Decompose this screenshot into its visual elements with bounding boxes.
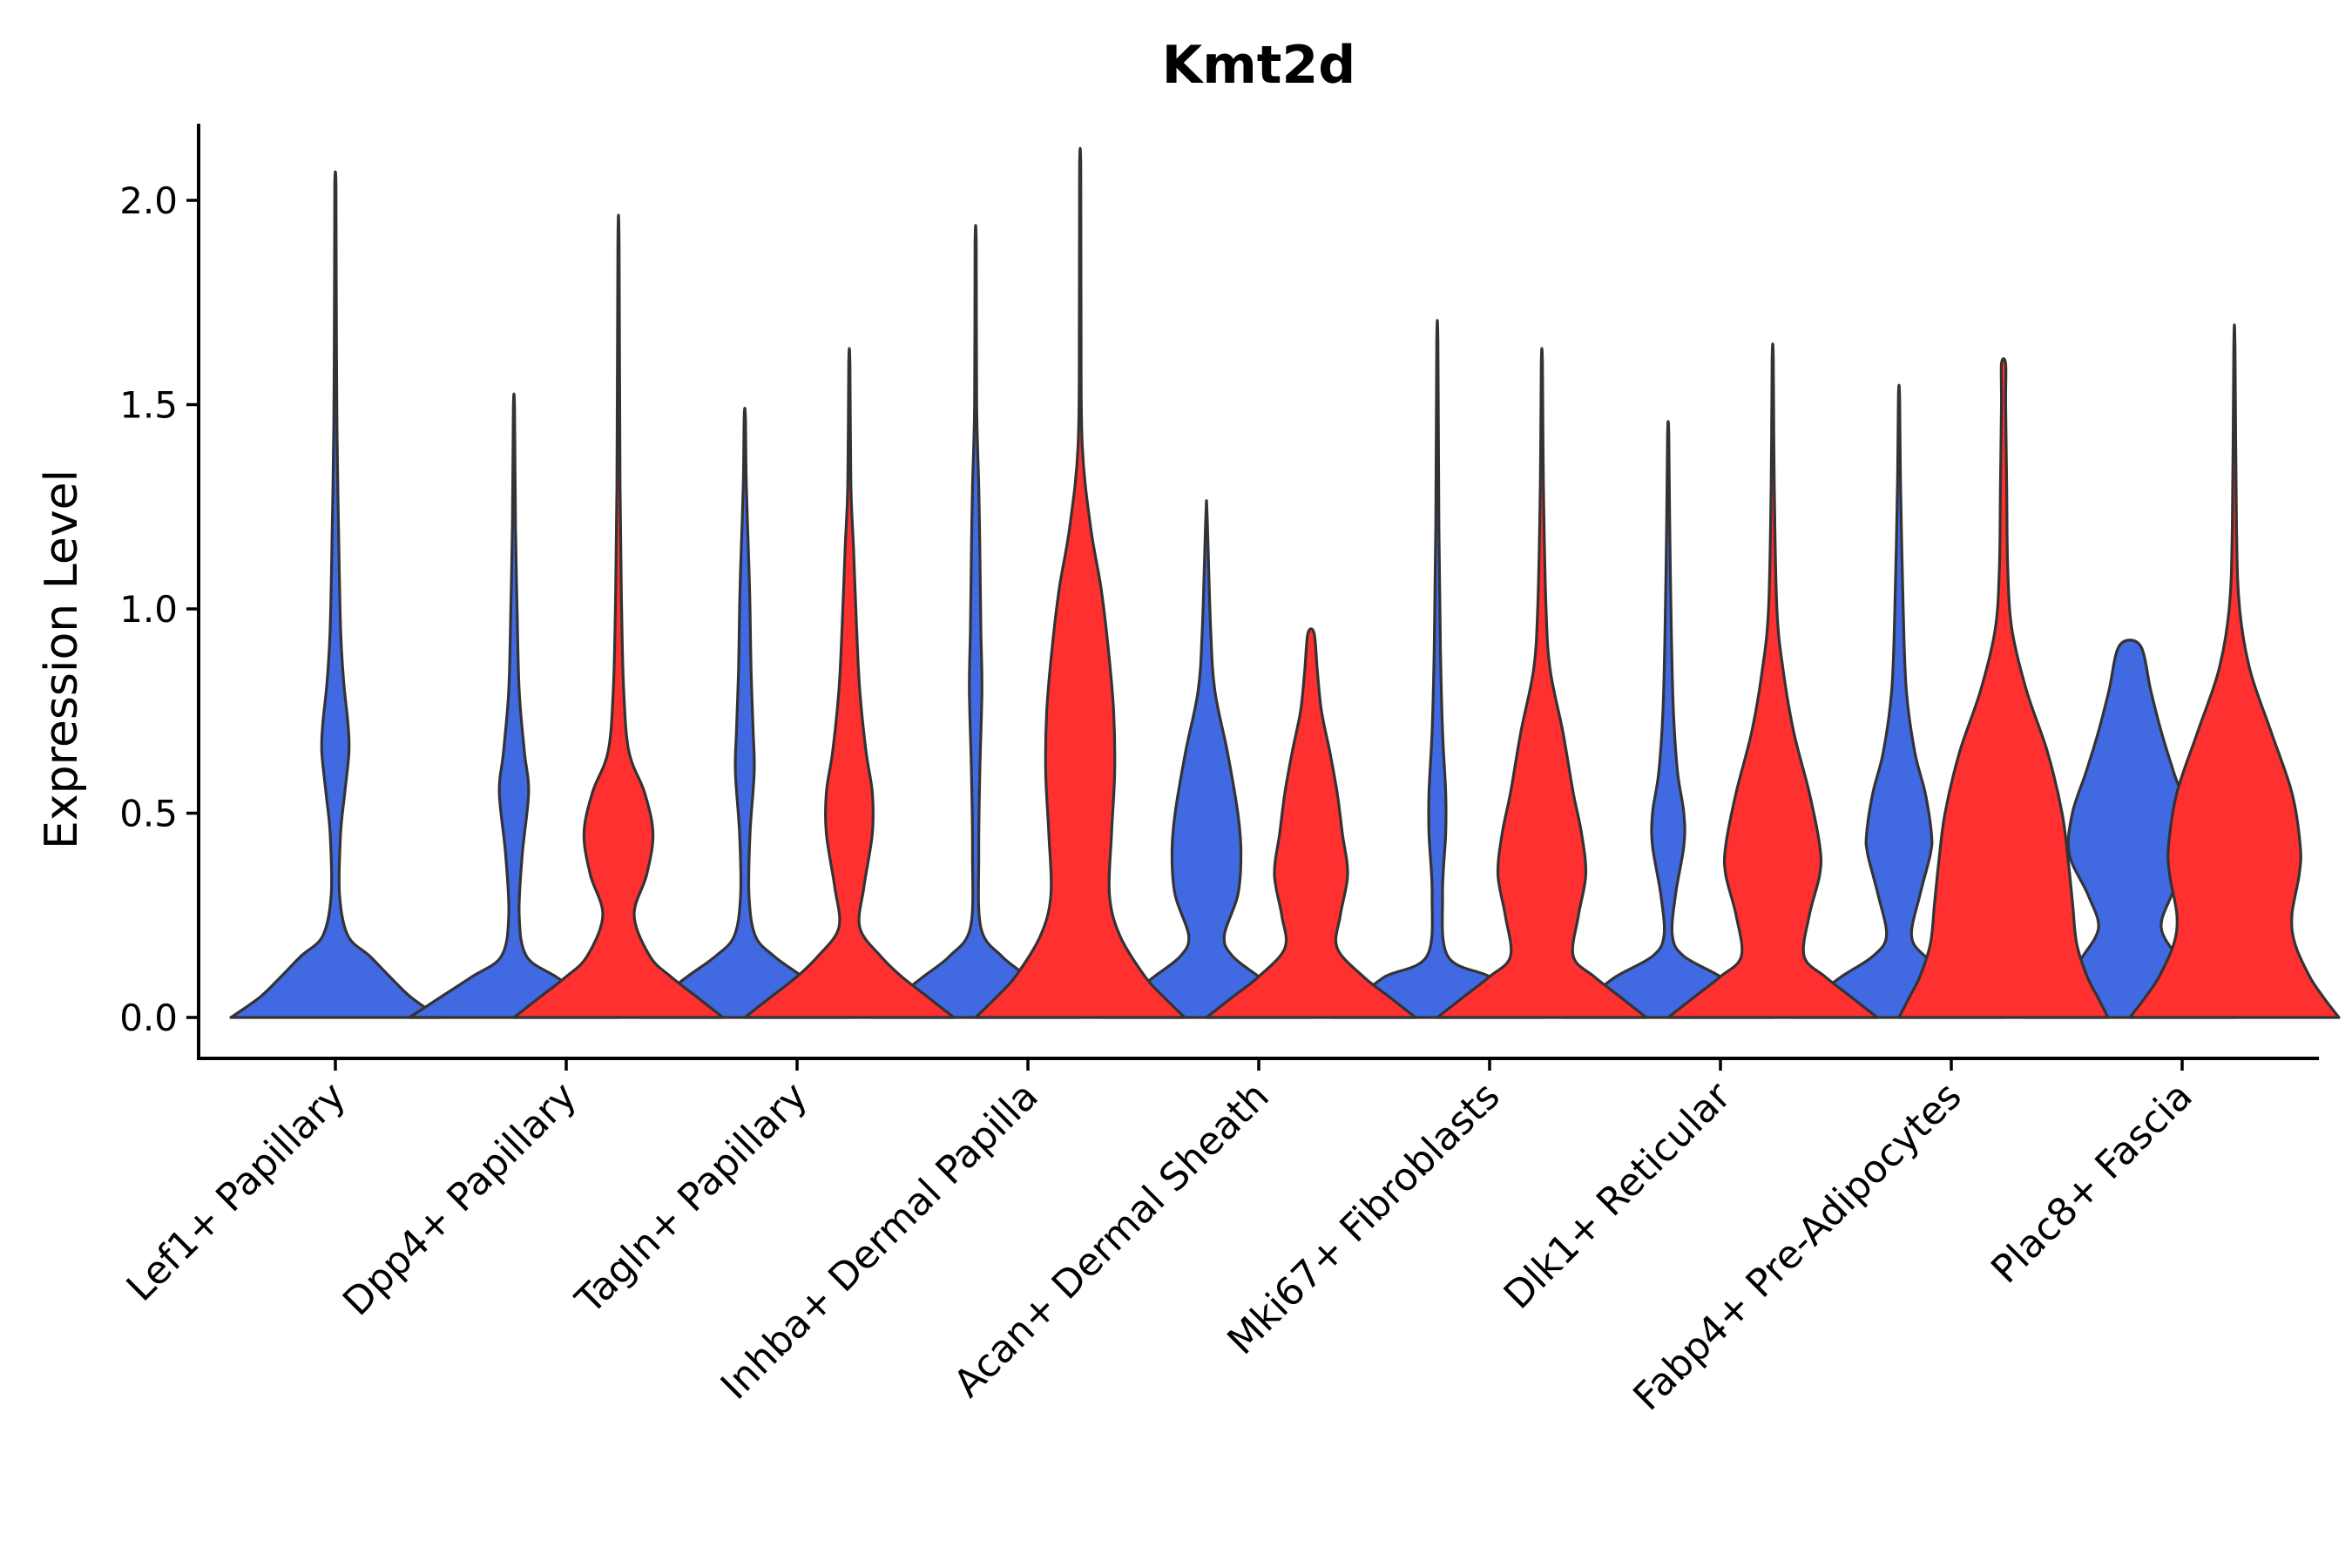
- violin-blue-7: [1562, 420, 1774, 1019]
- violin-blue-8: [1793, 383, 2005, 1019]
- y-tick-label: 1.5: [119, 384, 178, 427]
- violin-red-5: [1205, 627, 1417, 1019]
- violin-blue-6: [1331, 319, 1544, 1019]
- y-tick-label: 0.0: [119, 997, 178, 1039]
- x-tick-label: Lef1+ Papillary: [118, 1074, 355, 1310]
- violin-red-6: [1436, 347, 1648, 1019]
- x-tick-label: Plac8+ Fascia: [1983, 1074, 2201, 1293]
- x-tick-label: Dlk1+ Reticular: [1496, 1073, 1740, 1318]
- violin-blue-3: [639, 407, 851, 1019]
- y-tick-label: 2.0: [119, 179, 178, 222]
- chart-title: Kmt2d: [1162, 35, 1355, 96]
- y-axis-label: Expression Level: [36, 470, 88, 849]
- violin-red-9: [2128, 323, 2341, 1019]
- violin-red-3: [743, 347, 956, 1019]
- x-tick-label: Dpp4+ Papillary: [335, 1074, 585, 1325]
- violin-layer: [229, 146, 2341, 1019]
- violin-blue-5: [1100, 499, 1313, 1019]
- x-tick-label: Tagln+ Papillary: [567, 1074, 816, 1323]
- violin-blue-9: [2024, 639, 2236, 1019]
- y-tick-label: 1.0: [119, 588, 178, 631]
- y-tick-label: 0.5: [119, 793, 178, 835]
- violin-red-4: [974, 146, 1186, 1019]
- violin-blue-2: [408, 392, 620, 1019]
- violin-blue-4: [869, 224, 1082, 1019]
- violin-red-7: [1666, 342, 1879, 1019]
- y-ticks: 0.0 0.5 1.0 1.5 2.0: [119, 179, 199, 1039]
- violin-red-8: [1897, 357, 2110, 1019]
- violin-blue-1: [229, 170, 442, 1019]
- violin-red-2: [512, 213, 725, 1019]
